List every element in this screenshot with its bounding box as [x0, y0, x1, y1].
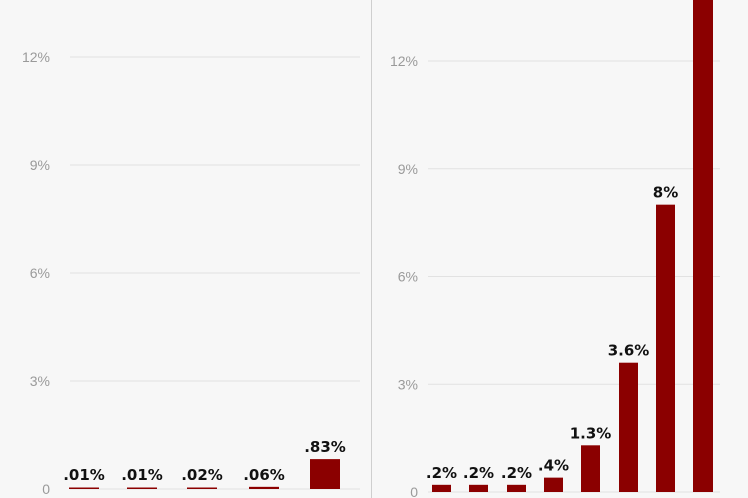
data-label: .01%: [121, 466, 163, 484]
data-label: 3.6%: [608, 342, 650, 360]
data-label: .83%: [304, 438, 346, 456]
data-label: .01%: [63, 466, 105, 484]
y-tick-label: 6%: [398, 269, 418, 285]
data-label: .2%: [463, 464, 494, 482]
data-label: .4%: [538, 457, 569, 475]
bar: [581, 445, 600, 492]
data-label: 8%: [653, 184, 678, 202]
bar: [469, 484, 488, 492]
y-tick-label: 9%: [398, 161, 418, 177]
bar: [656, 204, 675, 492]
data-label: .2%: [426, 464, 457, 482]
y-tick-label: 3%: [398, 376, 418, 392]
bar: [619, 362, 638, 492]
y-tick-label: 3%: [30, 373, 50, 389]
data-label: .02%: [181, 466, 223, 484]
bar: [310, 459, 340, 489]
y-tick-label: 9%: [30, 157, 50, 173]
left-panel: 0 3% 6% 9% 12% .01% .01% .02% .06% .83%: [22, 49, 360, 497]
data-label: .06%: [243, 466, 285, 484]
y-tick-label: 12%: [390, 53, 418, 69]
bar: [432, 484, 451, 492]
bar: [69, 487, 99, 489]
data-label: 1.3%: [570, 424, 612, 442]
data-label: .2%: [501, 464, 532, 482]
bar: [507, 484, 526, 492]
bar: [187, 487, 217, 489]
right-panel: 0 3% 6% 9% 12% .2% .2% .2% .4%1.3% 3.6% 8%: [390, 0, 720, 498]
y-tick-label: 12%: [22, 49, 50, 65]
y-tick-label: 0: [410, 484, 418, 498]
bar: [544, 477, 563, 492]
y-tick-label: 6%: [30, 265, 50, 281]
bar: [693, 0, 713, 493]
bar: [249, 486, 279, 489]
y-tick-label: 0: [42, 481, 50, 497]
bar: [127, 487, 157, 489]
